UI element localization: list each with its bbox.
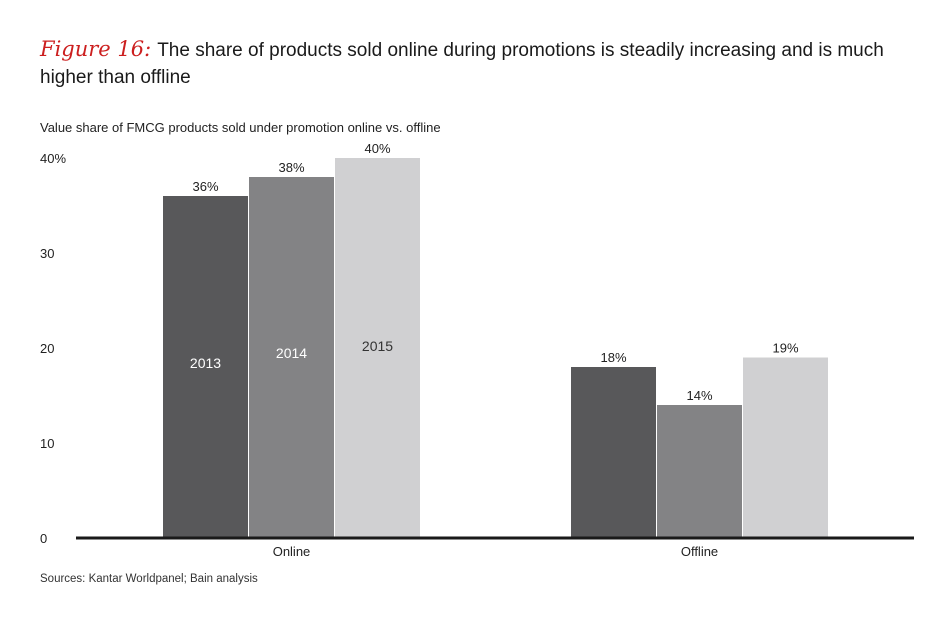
series-label-2013: 2013 [190, 355, 221, 371]
data-label: 19% [772, 341, 798, 356]
y-tick-label: 40% [40, 151, 66, 166]
y-tick-label: 20 [40, 341, 54, 356]
figure-title-text: The share of products sold online during… [40, 40, 884, 88]
bar-2014-online [249, 177, 334, 538]
data-label: 36% [192, 179, 218, 194]
data-label: 38% [278, 160, 304, 175]
figure-title: Figure 16: The share of products sold onl… [40, 36, 920, 91]
data-label: 40% [364, 141, 390, 156]
bar-2014-offline [657, 405, 742, 538]
data-label: 18% [600, 350, 626, 365]
chart-subtitle: Value share of FMCG products sold under … [40, 120, 441, 135]
bar-2015-offline [743, 357, 828, 538]
bar-2013-offline [571, 367, 656, 538]
series-label-2015: 2015 [362, 338, 393, 354]
y-tick-label: 30 [40, 246, 54, 261]
x-tick-label: Offline [681, 544, 718, 559]
y-tick-label: 10 [40, 436, 54, 451]
series-label-2014: 2014 [276, 345, 307, 361]
data-label: 14% [686, 388, 712, 403]
x-tick-label: Online [273, 544, 311, 559]
figure-label: Figure 16: [40, 37, 152, 61]
bar-2015-online [335, 158, 420, 538]
source-note: Sources: Kantar Worldpanel; Bain analysi… [40, 573, 258, 585]
bar-2013-online [163, 196, 248, 538]
y-tick-label: 0 [40, 531, 47, 546]
